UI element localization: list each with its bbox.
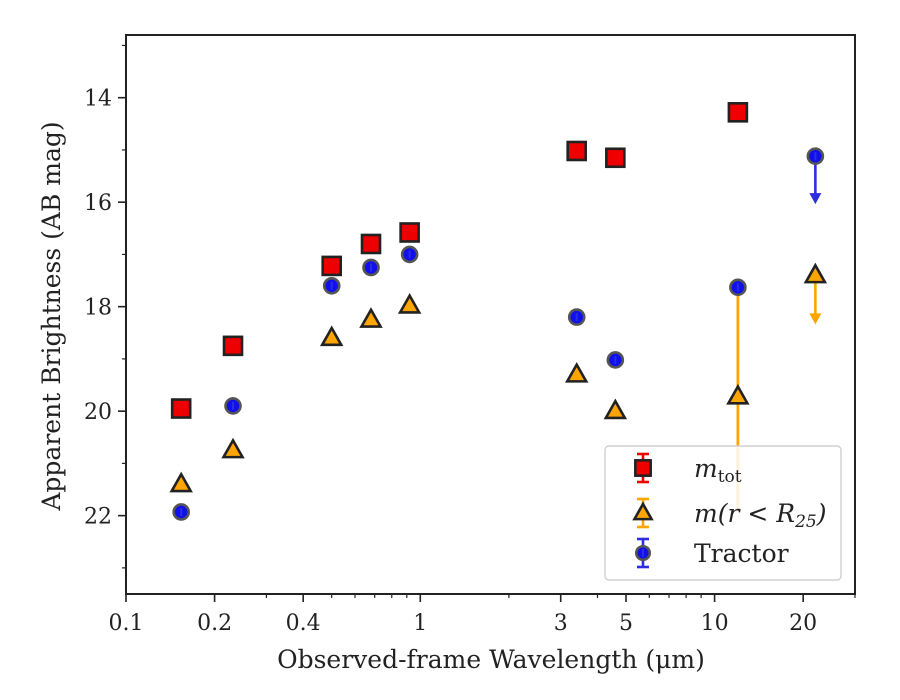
legend-label: Tractor: [694, 539, 789, 568]
mtot-marker: [727, 102, 749, 123]
y-tick-label: 22: [84, 505, 112, 530]
x-tick-label: 20: [789, 611, 817, 636]
mr25-marker: [603, 398, 628, 420]
y-axis: 14 16 18 20 22: [84, 44, 126, 569]
x-tick-label: 0.4: [286, 611, 321, 636]
y-axis-label: Apparent Brightness (AB mag): [37, 121, 66, 511]
x-tick-label: 1: [413, 611, 427, 636]
legend-entry-mtot: mtot: [634, 452, 742, 487]
mr25-marker: [397, 292, 422, 314]
legend-label: mtot: [694, 454, 742, 487]
mr25-marker: [803, 262, 828, 284]
legend: mtot m(r < R25) Tractor: [604, 445, 842, 581]
mr25-marker: [726, 383, 750, 405]
mr25-marker: [359, 307, 383, 328]
x-tick-label: 3: [554, 611, 568, 636]
mr25-marker: [564, 361, 589, 383]
legend-marker-square-icon: [634, 459, 652, 477]
y-tick-label: 14: [84, 87, 112, 112]
y-tick-label: 20: [84, 400, 112, 425]
mtot-marker: [605, 147, 626, 169]
mr25-marker: [319, 325, 344, 347]
y-tick-label: 18: [84, 296, 112, 321]
x-tick-label: 0.1: [109, 611, 144, 636]
mtot-marker: [170, 398, 192, 419]
legend-label: m(r < R25): [694, 499, 826, 532]
mtot-marker: [321, 255, 343, 277]
mtot-marker: [566, 140, 588, 162]
x-tick-label: 0.2: [197, 611, 232, 636]
legend-marker-triangle-icon: [632, 501, 654, 521]
plot-area: [125, 34, 856, 595]
legend-box: [604, 445, 842, 581]
mtot-marker: [399, 222, 420, 243]
legend-entry-mr25: m(r < R25): [632, 497, 826, 532]
x-tick-label: 5: [619, 611, 633, 636]
legend-entry-tractor: Tractor: [634, 537, 789, 569]
y-tick-label: 16: [84, 191, 112, 216]
plot-frame: [125, 34, 856, 595]
upper-limit-arrowhead: [809, 313, 822, 325]
mr25-marker: [221, 437, 245, 459]
mr25-marker: [169, 471, 193, 493]
x-axis: 0.1 0.2 0.4 1 3 5 10 20: [109, 594, 856, 636]
x-axis-label: Observed-frame Wavelength (μm): [277, 645, 705, 674]
mtot-marker: [222, 335, 244, 357]
mtot-marker: [360, 233, 382, 255]
upper-limit-arrowhead: [809, 193, 822, 205]
x-tick-label: 10: [701, 611, 729, 636]
